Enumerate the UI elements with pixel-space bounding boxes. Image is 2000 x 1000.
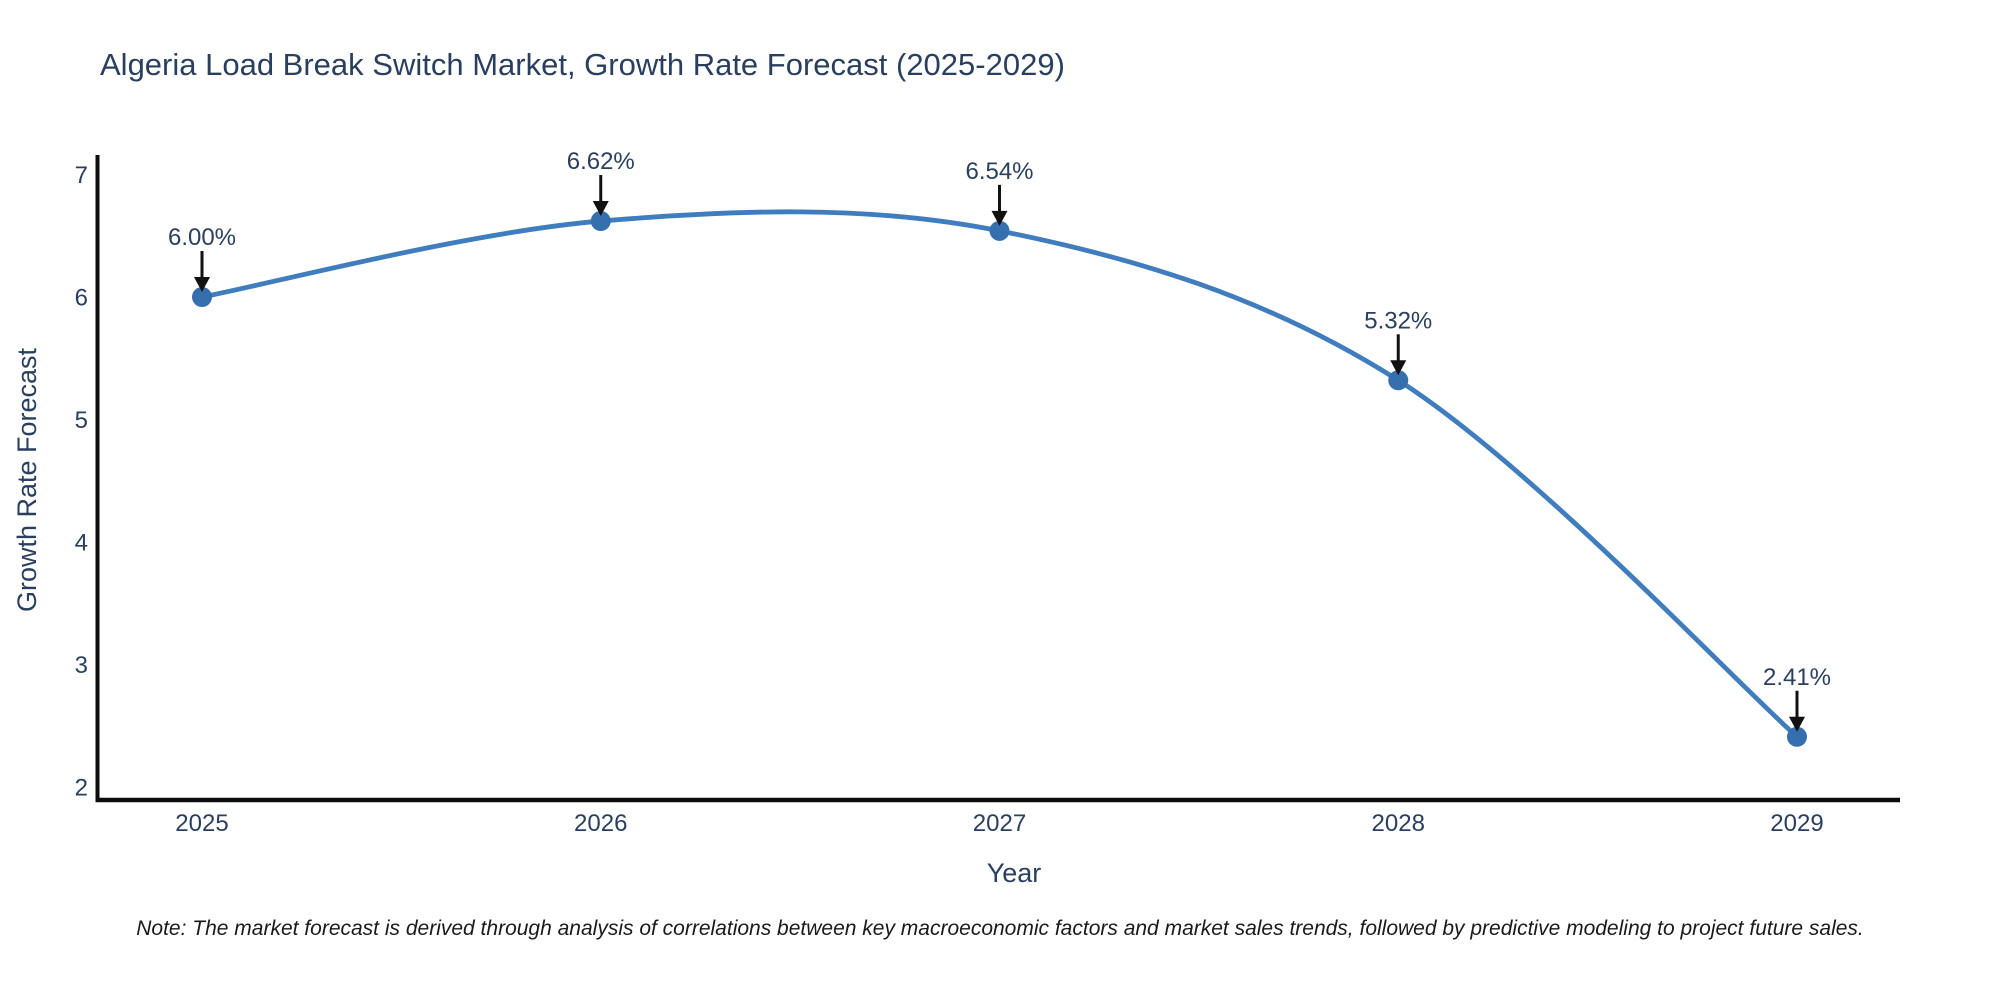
x-tick-label: 2028 xyxy=(1372,810,1425,837)
data-point-marker[interactable] xyxy=(192,287,212,307)
data-point-marker[interactable] xyxy=(1787,726,1807,747)
y-tick-label: 7 xyxy=(75,162,88,189)
data-point-marker[interactable] xyxy=(1388,370,1409,391)
point-value-label: 5.32% xyxy=(1364,307,1432,334)
annotation-arrowhead-icon xyxy=(1390,360,1407,376)
point-value-label: 2.41% xyxy=(1763,664,1831,691)
annotation-arrowhead-icon xyxy=(592,201,609,217)
point-value-label: 6.54% xyxy=(965,158,1033,185)
annotation-arrowhead-icon xyxy=(991,210,1008,226)
y-tick-label: 3 xyxy=(75,652,88,679)
chart-title: Algeria Load Break Switch Market, Growth… xyxy=(100,47,1065,82)
x-axis-title: Year xyxy=(987,858,1042,888)
y-tick-label: 2 xyxy=(75,775,88,802)
annotation-arrowhead-icon xyxy=(1789,716,1805,732)
y-tick-label: 6 xyxy=(75,285,88,312)
annotation-arrowhead-icon xyxy=(194,277,210,292)
x-tick-label: 2026 xyxy=(574,810,627,837)
y-tick-label: 4 xyxy=(75,530,88,557)
x-tick-label: 2027 xyxy=(973,810,1026,837)
y-tick-label: 5 xyxy=(75,407,88,434)
point-value-label: 6.62% xyxy=(567,148,635,175)
data-point-marker[interactable] xyxy=(590,211,611,232)
y-axis-title: Growth Rate Forecast xyxy=(12,347,42,612)
x-tick-label: 2025 xyxy=(175,810,228,837)
x-tick-label: 2029 xyxy=(1770,810,1823,837)
point-value-label: 6.00% xyxy=(168,224,236,251)
chart-note: Note: The market forecast is derived thr… xyxy=(136,917,1864,940)
data-point-marker[interactable] xyxy=(989,220,1010,241)
series-line xyxy=(199,209,1800,740)
